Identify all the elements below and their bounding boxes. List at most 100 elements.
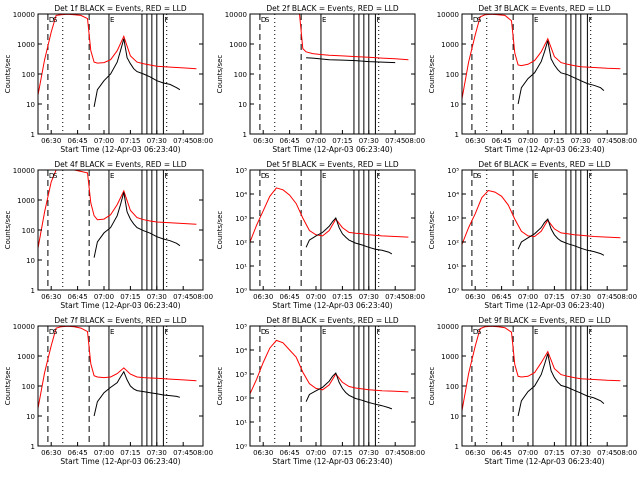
y-tick-label: 1000 [441,353,459,361]
x-tick-label: 06:30 [253,449,273,457]
x-tick-label: 07:30 [359,449,379,457]
y-tick-label: 10¹ [447,263,459,271]
chart-title: Det 1f BLACK = Events, RED = LLD [54,4,187,13]
series-line-events [517,218,605,256]
x-axis-label: Start Time (12-Apr-03 06:23:40) [272,457,392,466]
y-tick-label: 1 [243,131,247,139]
y-tick-label: 1000 [17,41,35,49]
y-tick-label: 1000 [441,41,459,49]
x-tick-label: 07:00 [94,449,114,457]
x-tick-label: 06:45 [68,293,88,301]
marker-flag-label: S [53,328,58,336]
marker-flag-label: E [110,328,114,336]
y-axis-label: Counts/sec [428,211,436,250]
marker-flag-label: F [376,172,380,180]
chart-panel: 1 10 100 1000 10000 06:30 06:45 07:00 07:15 07:30… [4,4,213,154]
x-tick-label: 07:30 [571,137,591,145]
chart-title: Det 2f BLACK = Events, RED = LLD [266,4,399,13]
x-tick-label: 06:45 [492,137,512,145]
marker-flag-label: F [376,328,380,336]
chart-title: Det 8f BLACK = Events, RED = LLD [266,316,399,325]
marker-flag-label: D [49,16,54,24]
marker-flag-label: F [164,16,168,24]
x-tick-label: 07:15 [332,449,352,457]
x-tick-label: 07:00 [306,293,326,301]
y-tick-label: 10 [26,101,35,109]
x-tick-label: 07:15 [120,293,140,301]
x-tick-label: 06:30 [41,449,61,457]
x-tick-label: 07:45 [385,137,405,145]
marker-flag-label: S [477,172,482,180]
marker-flag-label: E [534,172,538,180]
x-tick-label: 07:45 [173,137,193,145]
x-tick-label: 07:15 [544,293,564,301]
y-axis-label: Counts/sec [4,55,12,94]
marker-flag-label: S [265,16,270,24]
x-tick-label: 07:45 [597,449,617,457]
series-line-lld [250,187,409,243]
y-tick-label: 10000 [437,323,459,331]
y-axis-label: Counts/sec [4,367,12,406]
y-tick-label: 1000 [17,197,35,205]
series-line-lld [462,14,621,99]
marker-flag-label: E [534,16,538,24]
y-tick-label: 10³ [235,215,247,223]
x-tick-label: 06:30 [253,293,273,301]
x-tick-label: 07:15 [120,137,140,145]
y-tick-label: 10⁵ [235,323,247,331]
y-tick-label: 10¹ [235,263,247,271]
x-axis-label: Start Time (12-Apr-03 06:23:40) [60,145,180,154]
y-tick-label: 10² [235,395,247,403]
chart-panel: 1 10 100 1000 10000 06:30 06:45 07:00 07:15 07:30… [428,316,637,466]
y-axis-label: Counts/sec [4,211,12,250]
chart-title: Det 7f BLACK = Events, RED = LLD [54,316,187,325]
series-line-events [305,372,393,410]
series-line-lld [38,14,197,96]
y-tick-label: 10000 [437,11,459,19]
chart-panel: 10⁰ 10¹ 10² 10³ 10⁴ 10⁵ 06:30 06:45 07:00 07:15 07… [428,160,637,310]
x-tick-label: 06:45 [68,137,88,145]
series-line-events [305,217,393,255]
y-tick-label: 10⁰ [235,287,247,295]
y-tick-label: 10000 [13,11,35,19]
chart-title: Det 5f BLACK = Events, RED = LLD [266,160,399,169]
y-tick-label: 1 [31,287,35,295]
x-tick-label-last: 08:00 [193,449,213,457]
x-tick-label-last: 08:00 [617,293,637,301]
y-tick-label: 10 [238,101,247,109]
y-tick-label: 10000 [13,323,35,331]
y-axis-label: Counts/sec [428,367,436,406]
marker-flag-label: D [261,16,266,24]
plot-frame [461,169,628,291]
x-tick-label: 06:45 [68,449,88,457]
x-tick-label-last: 08:00 [405,449,425,457]
chart-title: Det 3f BLACK = Events, RED = LLD [478,4,611,13]
marker-flag-label: E [322,328,326,336]
x-tick-label: 07:45 [385,449,405,457]
x-tick-label: 07:00 [94,293,114,301]
x-tick-label: 06:30 [465,449,485,457]
y-axis-label: Counts/sec [216,367,224,406]
y-tick-label: 1 [455,131,459,139]
x-tick-label: 07:30 [359,293,379,301]
x-tick-label: 07:15 [120,449,140,457]
marker-flag-label: F [376,16,380,24]
y-tick-label: 10² [235,239,247,247]
series-line-events [93,38,181,107]
x-tick-label: 07:45 [385,293,405,301]
marker-flag-label: F [588,328,592,336]
marker-flag-label: F [164,172,168,180]
marker-flag-label: E [322,172,326,180]
marker-flag-label: E [534,328,538,336]
marker-flag-label: S [477,328,482,336]
x-axis-label: Start Time (12-Apr-03 06:23:40) [484,145,604,154]
x-tick-label-last: 08:00 [617,137,637,145]
chart-title: Det 4f BLACK = Events, RED = LLD [54,160,187,169]
series-line-lld [38,170,197,249]
marker-flag-label: D [49,172,54,180]
y-tick-label: 10⁴ [235,347,247,355]
marker-flag-label: D [49,328,54,336]
chart-title: Det 9f BLACK = Events, RED = LLD [478,316,611,325]
y-tick-label: 10³ [235,371,247,379]
x-tick-label: 07:15 [332,293,352,301]
